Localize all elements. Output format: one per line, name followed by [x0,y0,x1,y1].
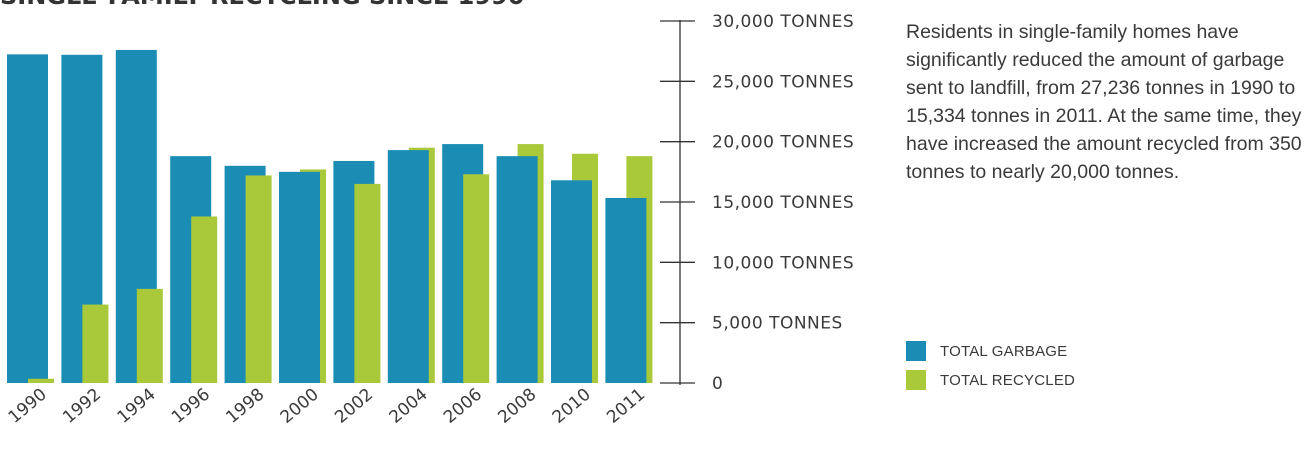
legend-swatch-garbage [906,341,926,361]
bar-garbage-2004 [387,150,429,383]
bar-recycled-1992 [82,304,109,383]
bar-garbage-2010 [551,180,592,383]
bar-recycled-1990 [28,378,54,383]
x-axis-labels: 1990 1992 1994 1996 1998 2000 2002 2004 2006 2008… [5,385,649,428]
bar-garbage-2008 [496,156,538,383]
bar-garbage-1990 [7,54,48,384]
legend-item-garbage: TOTAL GARBAGE [906,338,1075,364]
x-tick-label-2010: 2010 [549,385,595,428]
y-tick-label-25000: 25,000 TONNES [712,72,854,92]
bar-garbage-2011 [605,197,647,383]
chart-title: SINGLE-FAMILY RECYCLING SINCE 1990 [0,0,600,12]
x-tick-label-1992: 1992 [59,385,105,428]
x-tick-label-1998: 1998 [222,385,268,428]
x-tick-label-2000: 2000 [277,385,323,428]
bar-recycled-2002 [354,183,381,383]
x-tick-label-1990: 1990 [5,385,51,428]
x-tick-label-1994: 1994 [114,385,160,428]
legend-label-recycled: TOTAL RECYCLED [940,371,1076,389]
y-tick-label-10000: 10,000 TONNES [712,253,854,273]
x-tick-label-1996: 1996 [168,385,214,428]
x-tick-label-2002: 2002 [331,385,377,428]
x-tick-label-2006: 2006 [440,385,486,428]
y-tick-label-5000: 5,000 TONNES [712,314,843,334]
y-tick-label-30000: 30,000 TONNES [712,12,854,32]
y-tick-label-15000: 15,000 TONNES [712,193,854,213]
bar-recycled-1998 [245,175,272,383]
legend: TOTAL GARBAGE TOTAL RECYCLED [906,338,1075,396]
bar-recycled-1996 [191,216,218,383]
legend-item-recycled: TOTAL RECYCLED [906,367,1075,393]
legend-label-garbage: TOTAL GARBAGE [940,342,1068,360]
bar-chart: 0 5,000 TONNES 10,000 TONNES 15,000 TONNES 2… [5,12,854,428]
x-tick-label-2011: 2011 [603,385,649,428]
description-text: Residents in single-family homes have si… [906,21,1302,183]
bar-recycled-1994 [136,288,163,383]
x-tick-label-2008: 2008 [494,385,540,428]
bar-garbage-2000 [279,171,320,383]
y-tick-label-0: 0 [712,374,723,394]
x-tick-label-2004: 2004 [386,385,432,428]
y-axis: 0 5,000 TONNES 10,000 TONNES 15,000 TONNES 2… [660,12,854,394]
bar-recycled-2006 [463,174,490,383]
bar-layer [7,49,653,384]
legend-swatch-recycled [906,370,926,390]
y-tick-label-20000: 20,000 TONNES [712,133,854,153]
